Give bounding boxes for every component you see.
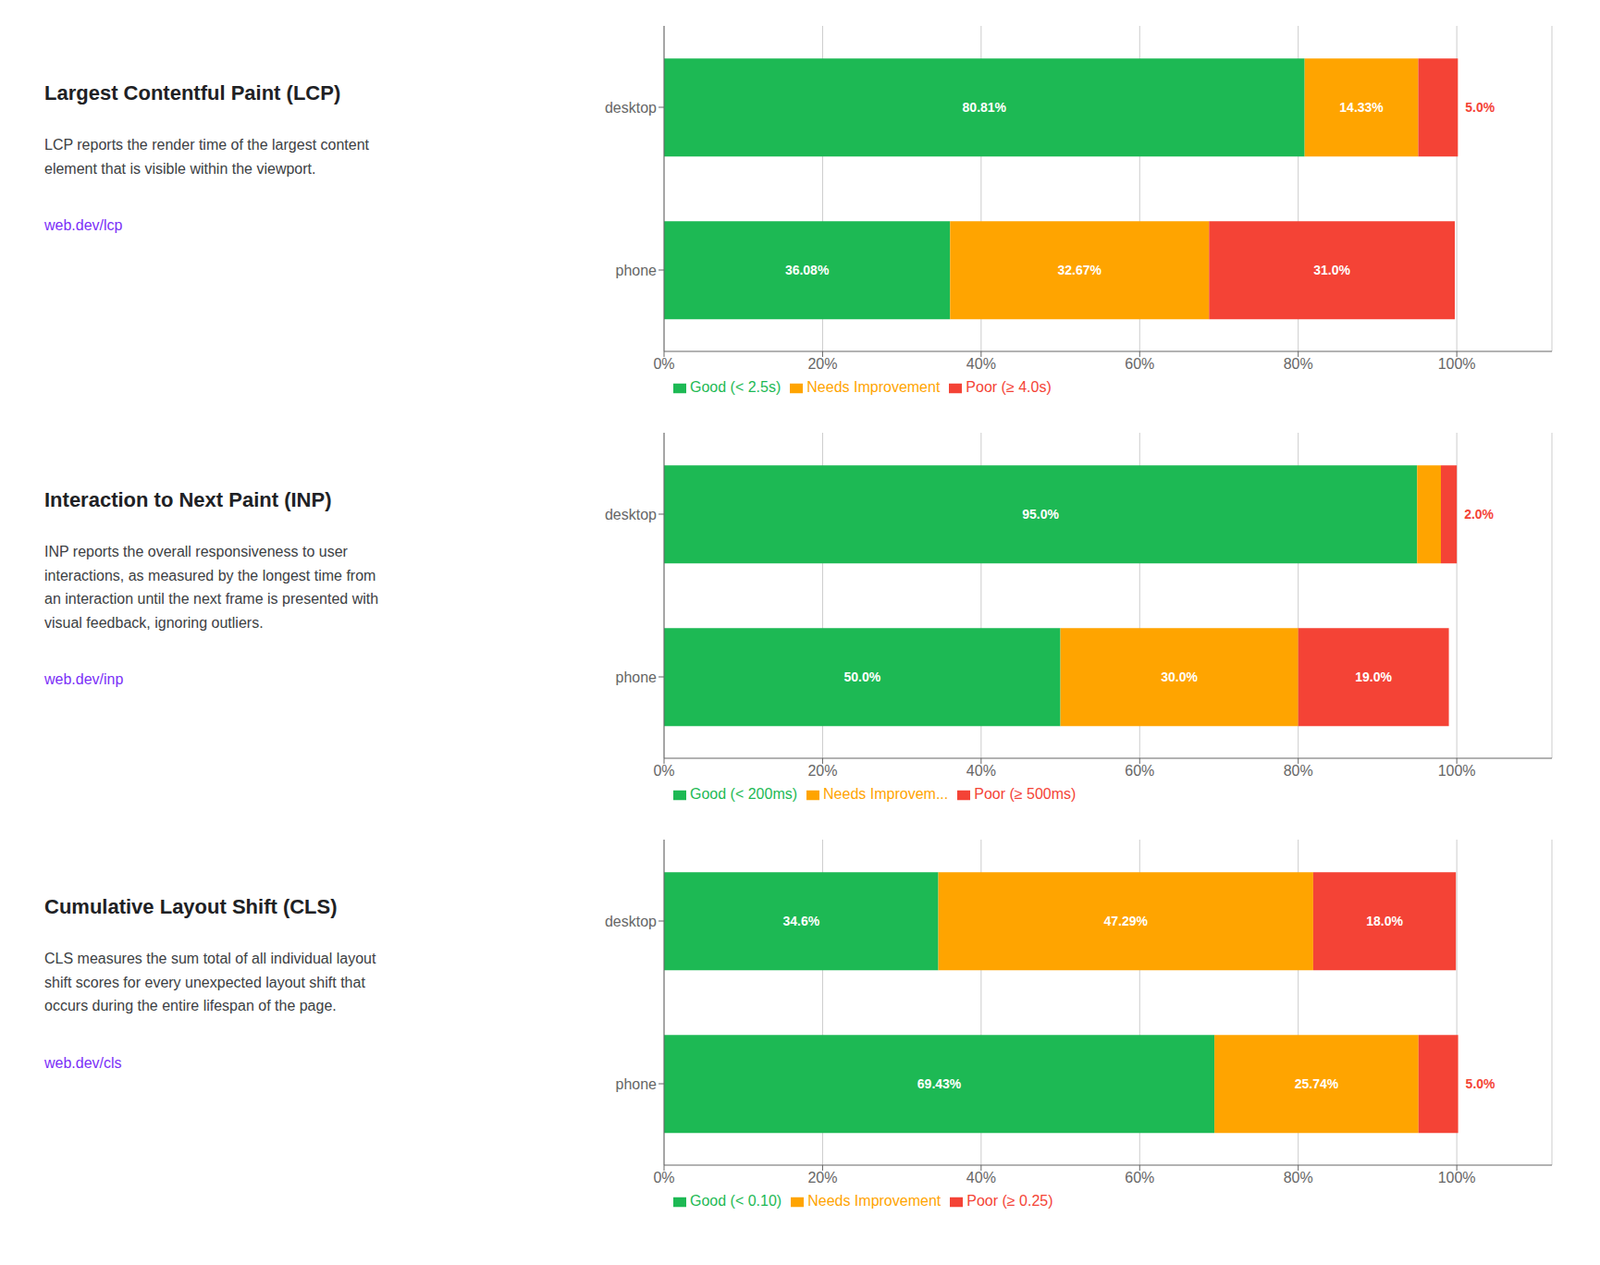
html-text:Needs Improvement: Needs Improvement [806,379,940,395]
svg-text:80%: 80% [1283,356,1314,372]
html-text:Poor (≥ 500ms): Poor (≥ 500ms) [974,786,1076,802]
html-text:Good (< 0.10): Good (< 0.10) [689,1193,782,1209]
svg-text:phone: phone [615,262,658,279]
svg-text:desktop: desktop [604,913,657,930]
svg-text:14.33%: 14.33% [1339,99,1384,115]
html-text:web.dev/inp: web.dev/inp [44,671,124,688]
html-text:web.dev/cls: web.dev/cls [44,1055,122,1071]
svg-text:40%: 40% [966,356,997,372]
html-text:Poor (≥ 0.25): Poor (≥ 0.25) [966,1193,1053,1209]
html-text:INP reports the overall respon: INP reports the overall responsiveness t… [44,543,348,560]
svg-text:phone: phone [615,1076,658,1093]
svg-text:100%: 100% [1438,1169,1477,1186]
svg-text:20%: 20% [807,1169,837,1186]
svg-text:95.0%: 95.0% [1021,506,1059,522]
html-text:web.dev/lcp: web.dev/lcp [44,217,123,234]
svg-text:2.0%: 2.0% [1464,506,1494,522]
svg-text:30.0%: 30.0% [1160,669,1198,685]
html-text:Good (< 200ms): Good (< 200ms) [689,786,798,802]
html-text:Good (< 2.5s): Good (< 2.5s) [689,379,781,395]
html-text:Needs Improvem...: Needs Improvem... [823,786,949,802]
svg-text:0%: 0% [652,763,675,779]
html-text:CLS measures the sum total of: CLS measures the sum total of all indivi… [44,950,376,967]
svg-text:phone: phone [615,669,658,686]
html-text:Largest Contentful Paint (LCP): Largest Contentful Paint (LCP) [44,81,341,105]
svg-text:80%: 80% [1283,763,1314,779]
svg-text:36.08%: 36.08% [785,262,830,278]
svg-text:18.0%: 18.0% [1366,913,1404,929]
svg-text:60%: 60% [1124,763,1155,779]
svg-text:31.0%: 31.0% [1313,262,1351,278]
html-text:element that is visible within: element that is visible within the viewp… [44,160,316,177]
svg-text:40%: 40% [966,763,997,779]
html-text:an interaction until the next: an interaction until the next frame is p… [44,591,379,607]
svg-text:20%: 20% [807,356,837,372]
svg-text:100%: 100% [1438,763,1477,779]
html-text:Interaction to Next Paint (INP: Interaction to Next Paint (INP) [44,488,332,512]
html-text:shift scores for every unexpec: shift scores for every unexpected layout… [44,974,366,991]
html-text:occurs during the entire lifes: occurs during the entire lifespan of the… [44,998,337,1014]
svg-text:19.0%: 19.0% [1354,669,1392,685]
svg-text:34.6%: 34.6% [782,913,820,929]
svg-text:50.0%: 50.0% [843,669,881,685]
html-text:interactions, as measured by t: interactions, as measured by the longest… [44,567,376,584]
html-text:LCP reports the render time of: LCP reports the render time of the large… [44,136,370,153]
svg-text:100%: 100% [1438,356,1477,372]
svg-text:60%: 60% [1124,356,1155,372]
html-text:Cumulative Layout Shift (CLS): Cumulative Layout Shift (CLS) [44,895,338,919]
svg-text:80.81%: 80.81% [962,99,1008,115]
html-text:Needs Improvement: Needs Improvement [807,1193,941,1209]
svg-text:5.0%: 5.0% [1465,1076,1496,1092]
svg-text:desktop: desktop [604,99,657,116]
svg-text:0%: 0% [652,1169,675,1186]
svg-text:47.29%: 47.29% [1104,913,1149,929]
svg-text:0%: 0% [652,356,675,372]
svg-text:32.67%: 32.67% [1058,262,1103,278]
svg-text:desktop: desktop [604,506,657,523]
svg-text:25.74%: 25.74% [1294,1076,1340,1092]
svg-text:20%: 20% [807,763,837,779]
html-text:Poor (≥ 4.0s): Poor (≥ 4.0s) [965,379,1052,395]
svg-text:40%: 40% [966,1169,997,1186]
svg-text:69.43%: 69.43% [917,1076,962,1092]
svg-text:5.0%: 5.0% [1464,99,1495,115]
svg-text:60%: 60% [1124,1169,1155,1186]
html-text:visual feedback, ignoring outl: visual feedback, ignoring outliers. [44,614,264,631]
svg-text:80%: 80% [1283,1169,1314,1186]
